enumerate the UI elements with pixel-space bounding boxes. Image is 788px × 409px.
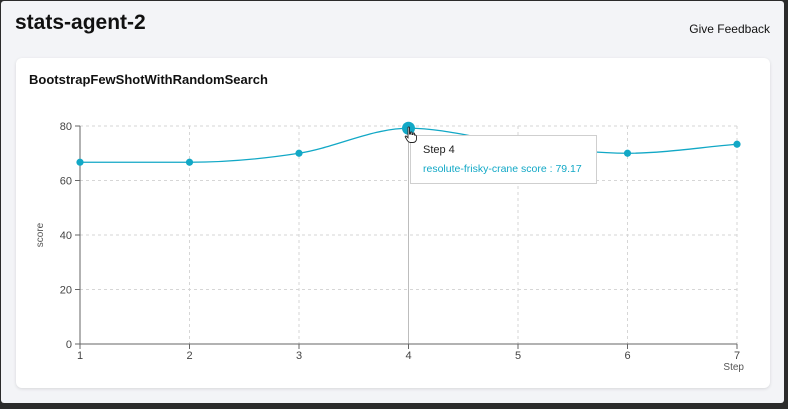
chart-grid [80,125,738,344]
card-title: BootstrapFewShotWithRandomSearch [29,72,268,87]
series-point [76,158,84,166]
x-tick-label: 7 [734,350,740,362]
hover-tooltip: Step 4 resolute-frisky-crane score : 79.… [410,135,597,184]
y-tick-label: 80 [60,121,72,133]
y-tick-label: 40 [60,230,72,242]
mouse-cursor-icon [404,126,417,143]
y-axis-label: score [35,222,46,247]
x-tick-label: 2 [186,350,192,362]
x-tick-label: 6 [624,350,630,362]
series-point [733,140,741,148]
series-point [623,149,632,157]
app-window: stats-agent-2 Give Feedback BootstrapFew… [1,1,784,403]
page-title: stats-agent-2 [15,11,146,34]
x-tick-label: 3 [296,350,302,362]
chart-card: BootstrapFewShotWithRandomSearch [16,58,770,388]
give-feedback-link[interactable]: Give Feedback [689,22,770,36]
y-tick-label: 20 [60,285,72,297]
x-tick-label: 5 [515,350,521,362]
score-line-chart[interactable]: 0 20 40 60 80 1 2 3 4 5 6 7 score Step [1,1,784,403]
x-axis-label: Step [723,362,744,373]
x-tick-label: 4 [405,350,411,362]
y-tick-label: 0 [66,339,72,351]
y-tick-label: 60 [60,176,72,188]
series-point [185,158,194,166]
series-point [295,149,303,157]
chart-ticks: 0 20 40 60 80 1 2 3 4 5 6 7 [60,121,740,362]
x-tick-label: 1 [77,350,83,362]
tooltip-step-label: Step 4 [423,144,455,156]
tooltip-series-value: resolute-frisky-crane score : 79.17 [423,163,582,175]
